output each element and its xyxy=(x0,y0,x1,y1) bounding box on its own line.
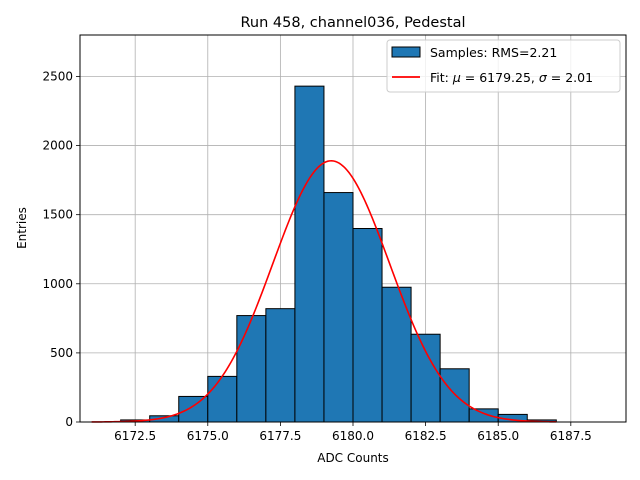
y-tick-label: 1500 xyxy=(42,208,73,222)
y-tick-label: 2500 xyxy=(42,69,73,83)
chart-title: Run 458, channel036, Pedestal xyxy=(240,15,465,31)
histogram-bar xyxy=(468,408,499,423)
legend-fit-mu-symbol: μ xyxy=(452,70,461,85)
y-tick-label: 2000 xyxy=(42,139,73,153)
histogram-bar xyxy=(294,85,325,423)
legend-histogram-label: Samples: RMS=2.21 xyxy=(430,45,557,60)
x-axis-label: ADC Counts xyxy=(317,451,389,465)
y-tick-label: 0 xyxy=(65,415,73,429)
histogram-bars xyxy=(120,85,557,423)
legend-fit-sigma-value: = 2.01 xyxy=(547,70,593,85)
histogram-bar xyxy=(178,395,209,423)
histogram-bar xyxy=(323,192,354,423)
x-tick-label: 6172.5 xyxy=(114,429,156,443)
histogram-bar xyxy=(207,375,238,423)
x-tick-label: 6187.5 xyxy=(550,429,592,443)
x-tick-label: 6175.0 xyxy=(187,429,229,443)
legend-fit-prefix: Fit: xyxy=(430,70,453,85)
histogram-bar xyxy=(352,228,383,423)
legend-fit-mu-value: = 6179.25, xyxy=(461,70,539,85)
fit-curve xyxy=(91,159,557,423)
histogram-bar xyxy=(410,333,441,423)
legend-histogram-swatch xyxy=(391,46,421,58)
x-tick-label: 6177.5 xyxy=(259,429,301,443)
legend: Samples: RMS=2.21 Fit: μ = 6179.25, σ = … xyxy=(386,39,621,93)
fit-curve-layer xyxy=(91,159,557,423)
x-tick-label: 6182.5 xyxy=(405,429,447,443)
legend-box xyxy=(386,39,621,93)
x-tick-label: 6180.0 xyxy=(332,429,374,443)
histogram-bar xyxy=(439,368,470,423)
x-tick-label: 6185.0 xyxy=(477,429,519,443)
legend-fit-sigma-symbol: σ xyxy=(539,70,548,85)
y-tick-label: 500 xyxy=(50,346,73,360)
legend-fit-label: Fit: μ = 6179.25, σ = 2.01 xyxy=(430,70,593,85)
y-axis-label: Entries xyxy=(15,207,29,249)
histogram-bar xyxy=(265,308,296,423)
y-tick-label: 1000 xyxy=(42,277,73,291)
histogram-bar xyxy=(236,315,267,423)
axis-ticks: 6172.5 6175.0 6177.5 6180.0 6182.5 6185.0 6187… xyxy=(42,69,591,443)
